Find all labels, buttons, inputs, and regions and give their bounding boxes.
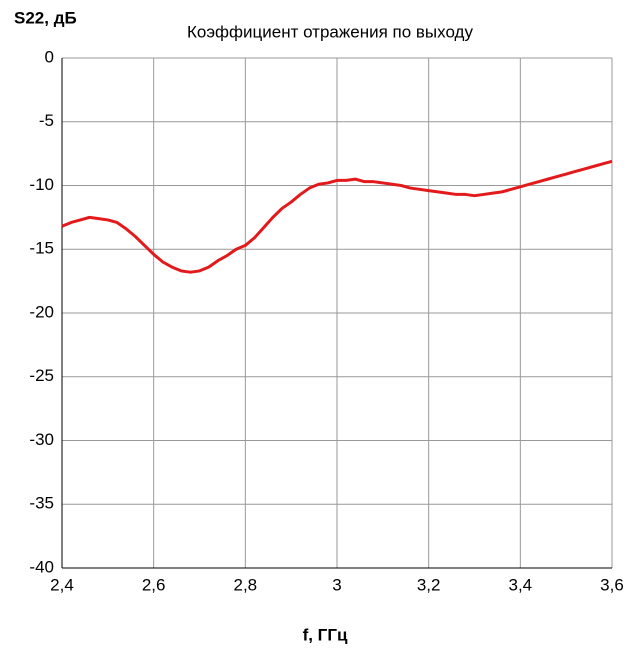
data-line [61, 159, 613, 274]
y-axis-label: S22, дБ [14, 8, 77, 27]
y-tick-label: -25 [29, 366, 54, 385]
x-tick-label: 3,4 [509, 575, 533, 594]
x-axis-label: f, ГГц [303, 625, 348, 644]
chart-title: Коэффициент отражения по выходу [187, 22, 473, 41]
x-tick-label: 2,6 [142, 575, 166, 594]
y-tick-label: -20 [29, 302, 54, 321]
x-tick-label: 3 [332, 575, 341, 594]
x-tick-label: 3,2 [417, 575, 441, 594]
x-tick-label: 3,6 [600, 575, 624, 594]
x-tick-label: 2,8 [234, 575, 258, 594]
y-tick-label: -15 [29, 239, 54, 258]
x-tick-label: 2,4 [50, 575, 74, 594]
y-tick-label: -30 [29, 430, 54, 449]
y-tick-label: -40 [29, 557, 54, 576]
y-tick-label: 0 [45, 47, 54, 66]
y-tick-label: -5 [39, 111, 54, 130]
y-tick-label: -35 [29, 494, 54, 513]
y-tick-label: -10 [29, 175, 54, 194]
